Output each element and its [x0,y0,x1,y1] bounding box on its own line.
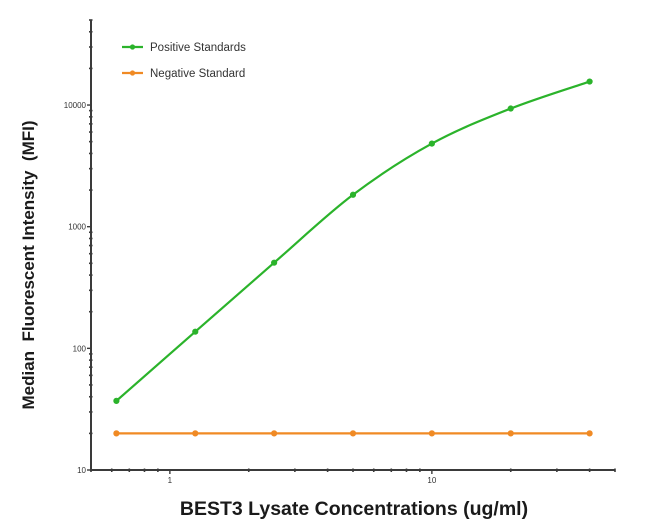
data-point-marker[interactable] [192,328,199,335]
data-point-marker[interactable] [586,78,593,85]
data-point-marker[interactable] [586,430,593,437]
data-point-marker[interactable] [113,430,120,437]
y-axis: 10 100 1000 10000 [64,19,93,475]
y-tick-label: 100 [73,344,87,353]
data-point-marker[interactable] [271,259,278,266]
x-axis: 1 10 [90,468,616,485]
legend: Positive Standards Negative Standard [122,42,246,80]
series-layer [113,78,593,437]
data-point-marker[interactable] [428,140,435,147]
data-point-marker[interactable] [192,430,199,437]
x-tick-label: 10 [427,476,436,485]
legend-label-positive: Positive Standards [150,42,246,54]
series-positive-standards [113,78,593,404]
data-point-marker[interactable] [271,430,278,437]
data-point-marker[interactable] [113,397,120,404]
legend-item-negative[interactable]: Negative Standard [122,68,245,80]
series-negative-standard [113,430,593,437]
legend-marker-negative [129,70,136,76]
y-tick-label: 10000 [64,101,87,110]
x-axis-title: BEST3 Lysate Concentrations (ug/ml) [180,498,528,520]
data-point-marker[interactable] [507,105,514,112]
data-point-marker[interactable] [507,430,514,437]
y-tick-label: 1000 [68,223,86,232]
legend-label-negative: Negative Standard [150,68,245,80]
data-point-marker[interactable] [349,191,357,198]
y-axis-title: Median Fluorescent Intensity (MFI) [19,120,38,409]
y-tick-label: 10 [77,466,86,475]
data-point-marker[interactable] [428,430,435,437]
x-tick-label: 1 [168,476,173,485]
data-point-marker[interactable] [349,430,357,437]
legend-item-positive[interactable]: Positive Standards [122,42,246,54]
legend-marker-positive [129,44,136,50]
series-line [115,80,591,402]
